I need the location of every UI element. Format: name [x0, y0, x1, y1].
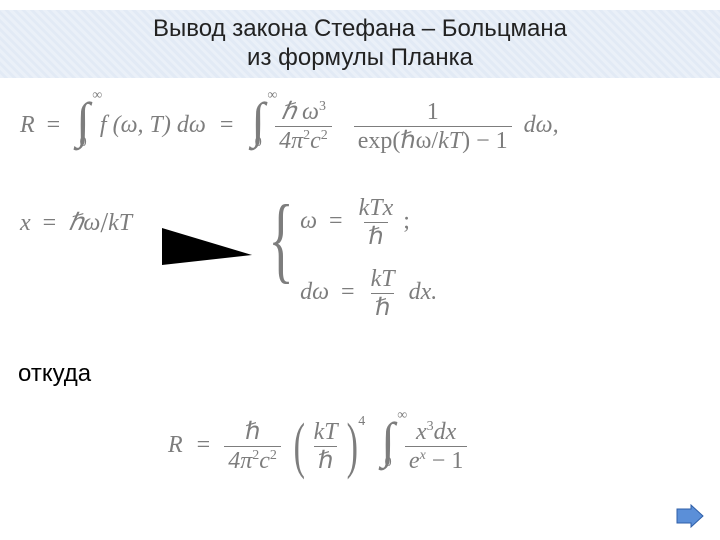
res-eq: = [197, 432, 211, 458]
frac-hw3-num: ℏ ω3 [277, 100, 330, 126]
res-paren: ( kT ℏ ) [289, 420, 362, 473]
equation-system: { ω = kTx ℏ ; dω = kT ℏ [258, 196, 437, 320]
frac-hw3-den: 4π2c2 [275, 126, 332, 153]
system-row-2: dω = kT ℏ dx. [300, 267, 437, 320]
integral-2: ∞ ∫ 0 [251, 103, 265, 150]
frac-hw3: ℏ ω3 4π2c2 [275, 100, 332, 153]
label-whence: откуда [18, 360, 91, 388]
int1-symbol: ∫ [76, 103, 90, 138]
int2-lower: 0 [255, 136, 262, 150]
subst-x: x [20, 210, 31, 236]
title-line-1: Вывод закона Стефана – Больцмана [153, 15, 567, 44]
res-frac2: x3dx ex − 1 [405, 420, 467, 473]
title-line-2: из формулы Планка [247, 44, 473, 73]
equation-integral: R = ∞ ∫ 0 f (ω, T) dω = ∞ ∫ 0 ℏ ω3 4π2c2… [20, 100, 700, 153]
integrand-1a: f (ω, T) [100, 112, 171, 138]
frac-planck-den: exp(ℏω/kT) − 1 [354, 126, 512, 153]
equation-result: R = ℏ 4π2c2 ( kT ℏ ) 4 ∞ ∫ 0 x3dx ex − 1 [168, 420, 467, 473]
equation-substitution: x = ℏω/kT [20, 208, 132, 236]
eq-sign-1: = [47, 112, 61, 138]
system-row-1: ω = kTx ℏ ; [300, 196, 437, 249]
tail-dw: dω, [524, 112, 559, 138]
slide: Вывод закона Стефана – Больцмана из форм… [0, 0, 720, 540]
integral-1: ∞ ∫ 0 [76, 103, 90, 150]
arrow-icon [162, 225, 252, 275]
res-int: ∞ ∫ 0 [381, 423, 395, 470]
res-frac1: ℏ 4π2c2 [224, 420, 281, 473]
arrow-right-icon [676, 504, 704, 528]
title-band: Вывод закона Стефана – Больцмана из форм… [0, 10, 720, 78]
integrand-1b: dω [177, 112, 206, 138]
int2-symbol: ∫ [251, 103, 265, 138]
subst-eq: = [43, 210, 57, 236]
next-slide-button[interactable] [676, 504, 704, 528]
res-power4: 4 [358, 414, 365, 429]
int1-upper: ∞ [92, 89, 102, 103]
res-R: R [168, 432, 183, 458]
frac-planck-num: 1 [423, 100, 443, 126]
brace-left: { [268, 196, 293, 320]
int2-upper: ∞ [267, 89, 277, 103]
frac-planck: 1 exp(ℏω/kT) − 1 [354, 100, 512, 153]
eq-sign-2: = [220, 112, 234, 138]
subst-slash: / [100, 208, 108, 239]
sym-R: R [20, 112, 35, 138]
subst-kT: kT [108, 210, 132, 236]
subst-hw: ℏω [68, 210, 100, 236]
int1-lower: 0 [80, 136, 87, 150]
